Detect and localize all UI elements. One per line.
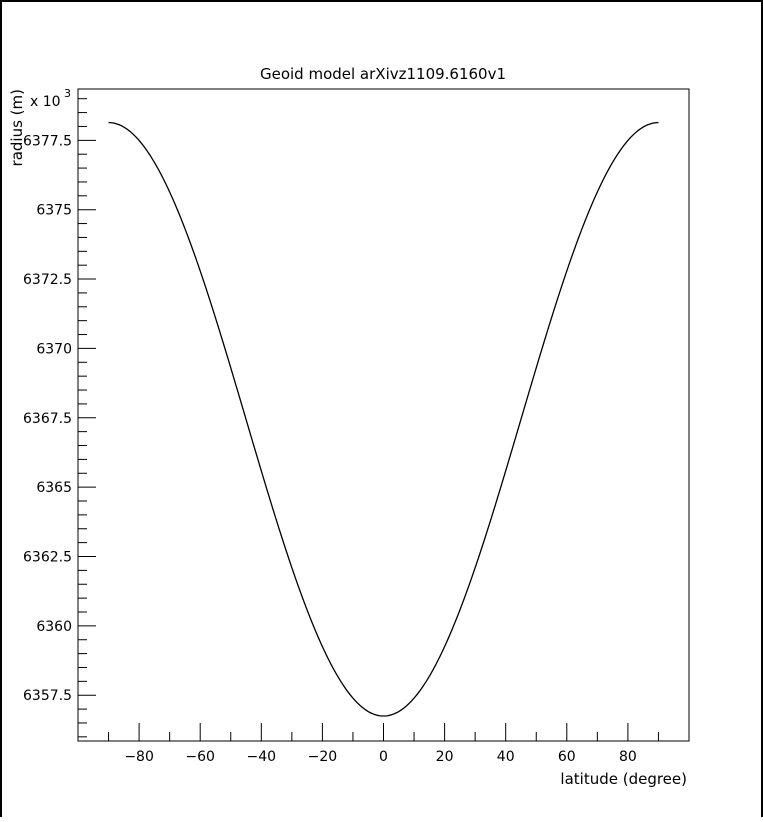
y-tick-label: 6357.5 (23, 688, 72, 704)
data-point (414, 697, 415, 698)
data-point (108, 122, 109, 123)
data-point (383, 716, 384, 717)
x-tick-label: −80 (124, 749, 154, 765)
x-tick-label: 20 (436, 749, 454, 765)
data-point (536, 367, 537, 368)
x-tick-label: −40 (247, 749, 277, 765)
x-tick-label: −60 (185, 749, 215, 765)
data-point (169, 193, 170, 194)
series-line (108, 121, 659, 717)
y-axis-label-group: radius (m) (8, 89, 26, 166)
plot-frame (77, 88, 690, 742)
y-tick-label: 6375 (36, 203, 72, 219)
x-tick-label: 0 (379, 749, 388, 765)
series-layer (108, 121, 659, 717)
data-point (352, 697, 353, 698)
data-point (261, 470, 262, 471)
data-point (230, 367, 231, 368)
x-tick-label: 80 (619, 749, 637, 765)
y-axis-ticks: 6357.5 6360 6362.5 6365 6367.5 6370 6372.5 6375… (23, 98, 96, 738)
x-tick-label: 60 (558, 749, 576, 765)
y-tick-label: 6360 (36, 619, 72, 635)
data-point (505, 470, 506, 471)
data-point (566, 270, 567, 271)
chart-title: Geoid model arXivz1109.6160v1 (260, 65, 506, 83)
data-point (322, 645, 323, 646)
y-tick-label: 6370 (36, 341, 72, 357)
y-tick-label: 6362.5 (23, 549, 72, 565)
x-axis-label: latitude (degree) (560, 770, 687, 788)
data-point (291, 567, 292, 568)
y-tick-label: 6372.5 (23, 272, 72, 288)
data-point (444, 645, 445, 646)
x-tick-label: −20 (308, 749, 338, 765)
y-axis-label: radius (m) (8, 89, 26, 166)
x-tick-label: 40 (497, 749, 515, 765)
data-point (139, 140, 140, 141)
y-axis-multiplier: x 10 (30, 94, 61, 110)
y-tick-label: 6365 (36, 480, 72, 496)
data-point (475, 567, 476, 568)
data-point (597, 193, 598, 194)
y-tick-label: 6367.5 (23, 411, 72, 427)
data-point (627, 140, 628, 141)
data-point (658, 122, 659, 123)
x-axis-ticks: −80 −60 −40 −20 0 20 40 60 80 (77, 723, 690, 765)
y-tick-label: 6377.5 (23, 133, 72, 149)
y-axis-multiplier-exponent: 3 (64, 87, 71, 100)
data-point (200, 270, 201, 271)
